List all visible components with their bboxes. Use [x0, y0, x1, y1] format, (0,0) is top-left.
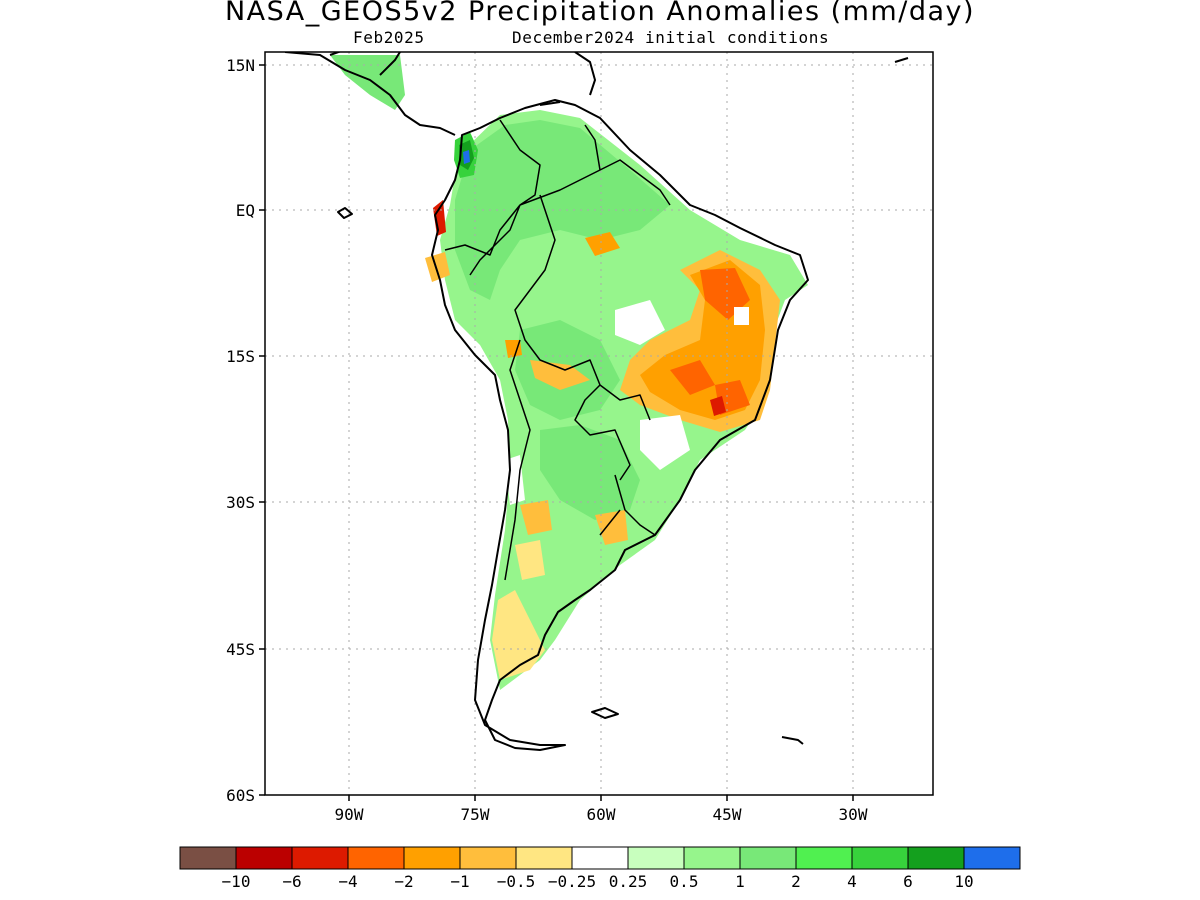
colorbar-swatch — [571, 846, 629, 870]
colorbar-label: 10 — [954, 872, 973, 891]
lon-label-45w: 45W — [713, 805, 742, 824]
coastlines — [284, 52, 909, 751]
anomaly-field — [330, 55, 808, 690]
anomaly-fill-near-zero-1 — [615, 300, 665, 345]
anomaly-fill-brazil-negative-peak — [710, 396, 726, 416]
colorbar-label: 0.25 — [609, 872, 648, 891]
colorbar-label: 2 — [791, 872, 801, 891]
lat-label-15s: 15S — [226, 347, 255, 366]
colorbar-label: −1 — [450, 872, 469, 891]
graticule — [265, 52, 933, 795]
anomaly-fill-colombia-blue — [463, 150, 470, 164]
colorbar: −10 −6 −4 −2 −1 −0.5 −0.25 0.25 0.5 1 2 4 6 10 — [179, 846, 1021, 891]
colorbar-swatch — [907, 846, 965, 870]
central-america-coastline — [284, 52, 456, 136]
lat-label-45s: 45S — [226, 640, 255, 659]
anomaly-fill-amazon-negative-2 — [530, 360, 590, 390]
colorbar-swatch — [627, 846, 685, 870]
colorbar-swatch — [347, 846, 405, 870]
colorbar-swatch — [851, 846, 909, 870]
colorbar-swatch — [403, 846, 461, 870]
latitude-labels: 15N EQ 15S 30S 45S 60S — [226, 56, 255, 805]
south-america-coastline — [431, 99, 809, 751]
anomaly-fill-peru-coast-negative — [425, 252, 450, 282]
anomaly-fill-amazon-negative-1 — [585, 232, 620, 256]
colorbar-swatch — [963, 846, 1021, 870]
map-frame — [264, 51, 934, 796]
lat-label-30s: 30S — [226, 493, 255, 512]
anomaly-fill-ecuador-negative — [433, 200, 446, 236]
anomaly-fill-central-america — [330, 55, 405, 110]
colorbar-swatch — [515, 846, 573, 870]
lon-label-30w: 30W — [839, 805, 868, 824]
galapagos-islands — [337, 207, 353, 219]
colorbar-swatch — [795, 846, 853, 870]
anomaly-fill-brazil-negative-strong — [670, 268, 750, 415]
anomaly-fill-positive-south — [540, 425, 640, 520]
anomaly-fill-positive-core — [455, 120, 670, 300]
missing-data-square — [734, 307, 749, 325]
lat-label-15n: 15N — [226, 56, 255, 75]
colorbar-label: 0.5 — [670, 872, 699, 891]
subtitle-valid-month: Feb2025 — [353, 28, 425, 47]
colorbar-swatch — [459, 846, 517, 870]
colorbar-label: −0.5 — [497, 872, 536, 891]
map-title: NASA_GEOS5v2 Precipitation Anomalies (mm… — [224, 0, 976, 27]
colorbar-swatch — [291, 846, 349, 870]
anomaly-fill-near-zero-3 — [640, 415, 690, 470]
colorbar-label: 4 — [847, 872, 857, 891]
colorbar-label: −0.25 — [548, 872, 596, 891]
lon-label-90w: 90W — [335, 805, 364, 824]
colorbar-label: 6 — [903, 872, 913, 891]
colorbar-label: −10 — [222, 872, 251, 891]
falkland-islands — [591, 707, 619, 719]
colorbar-label: −4 — [338, 872, 357, 891]
lon-label-75w: 75W — [461, 805, 490, 824]
caribbean-islands — [539, 52, 909, 106]
colorbar-swatch — [739, 846, 797, 870]
colorbar-label: −6 — [282, 872, 301, 891]
lat-label-eq: EQ — [236, 201, 255, 220]
lat-label-60s: 60S — [226, 786, 255, 805]
colorbar-label: 1 — [735, 872, 745, 891]
anomaly-fill-argentina-negative-1 — [520, 500, 552, 535]
country-borders — [444, 119, 671, 581]
longitude-labels: 90W 75W 60W 45W 30W — [335, 805, 868, 824]
anomaly-fill-central-chile-negative — [515, 540, 545, 580]
anomaly-fill-argentina-negative-2 — [595, 510, 628, 545]
south-georgia — [781, 736, 804, 745]
colorbar-label: −2 — [394, 872, 413, 891]
colorbar-swatch — [683, 846, 741, 870]
colorbar-swatch — [179, 846, 237, 870]
colorbar-swatch — [235, 846, 293, 870]
axis-ticks — [259, 64, 854, 801]
subtitle-initial-conditions: December2024 initial conditions — [512, 28, 830, 47]
lon-label-60w: 60W — [587, 805, 616, 824]
